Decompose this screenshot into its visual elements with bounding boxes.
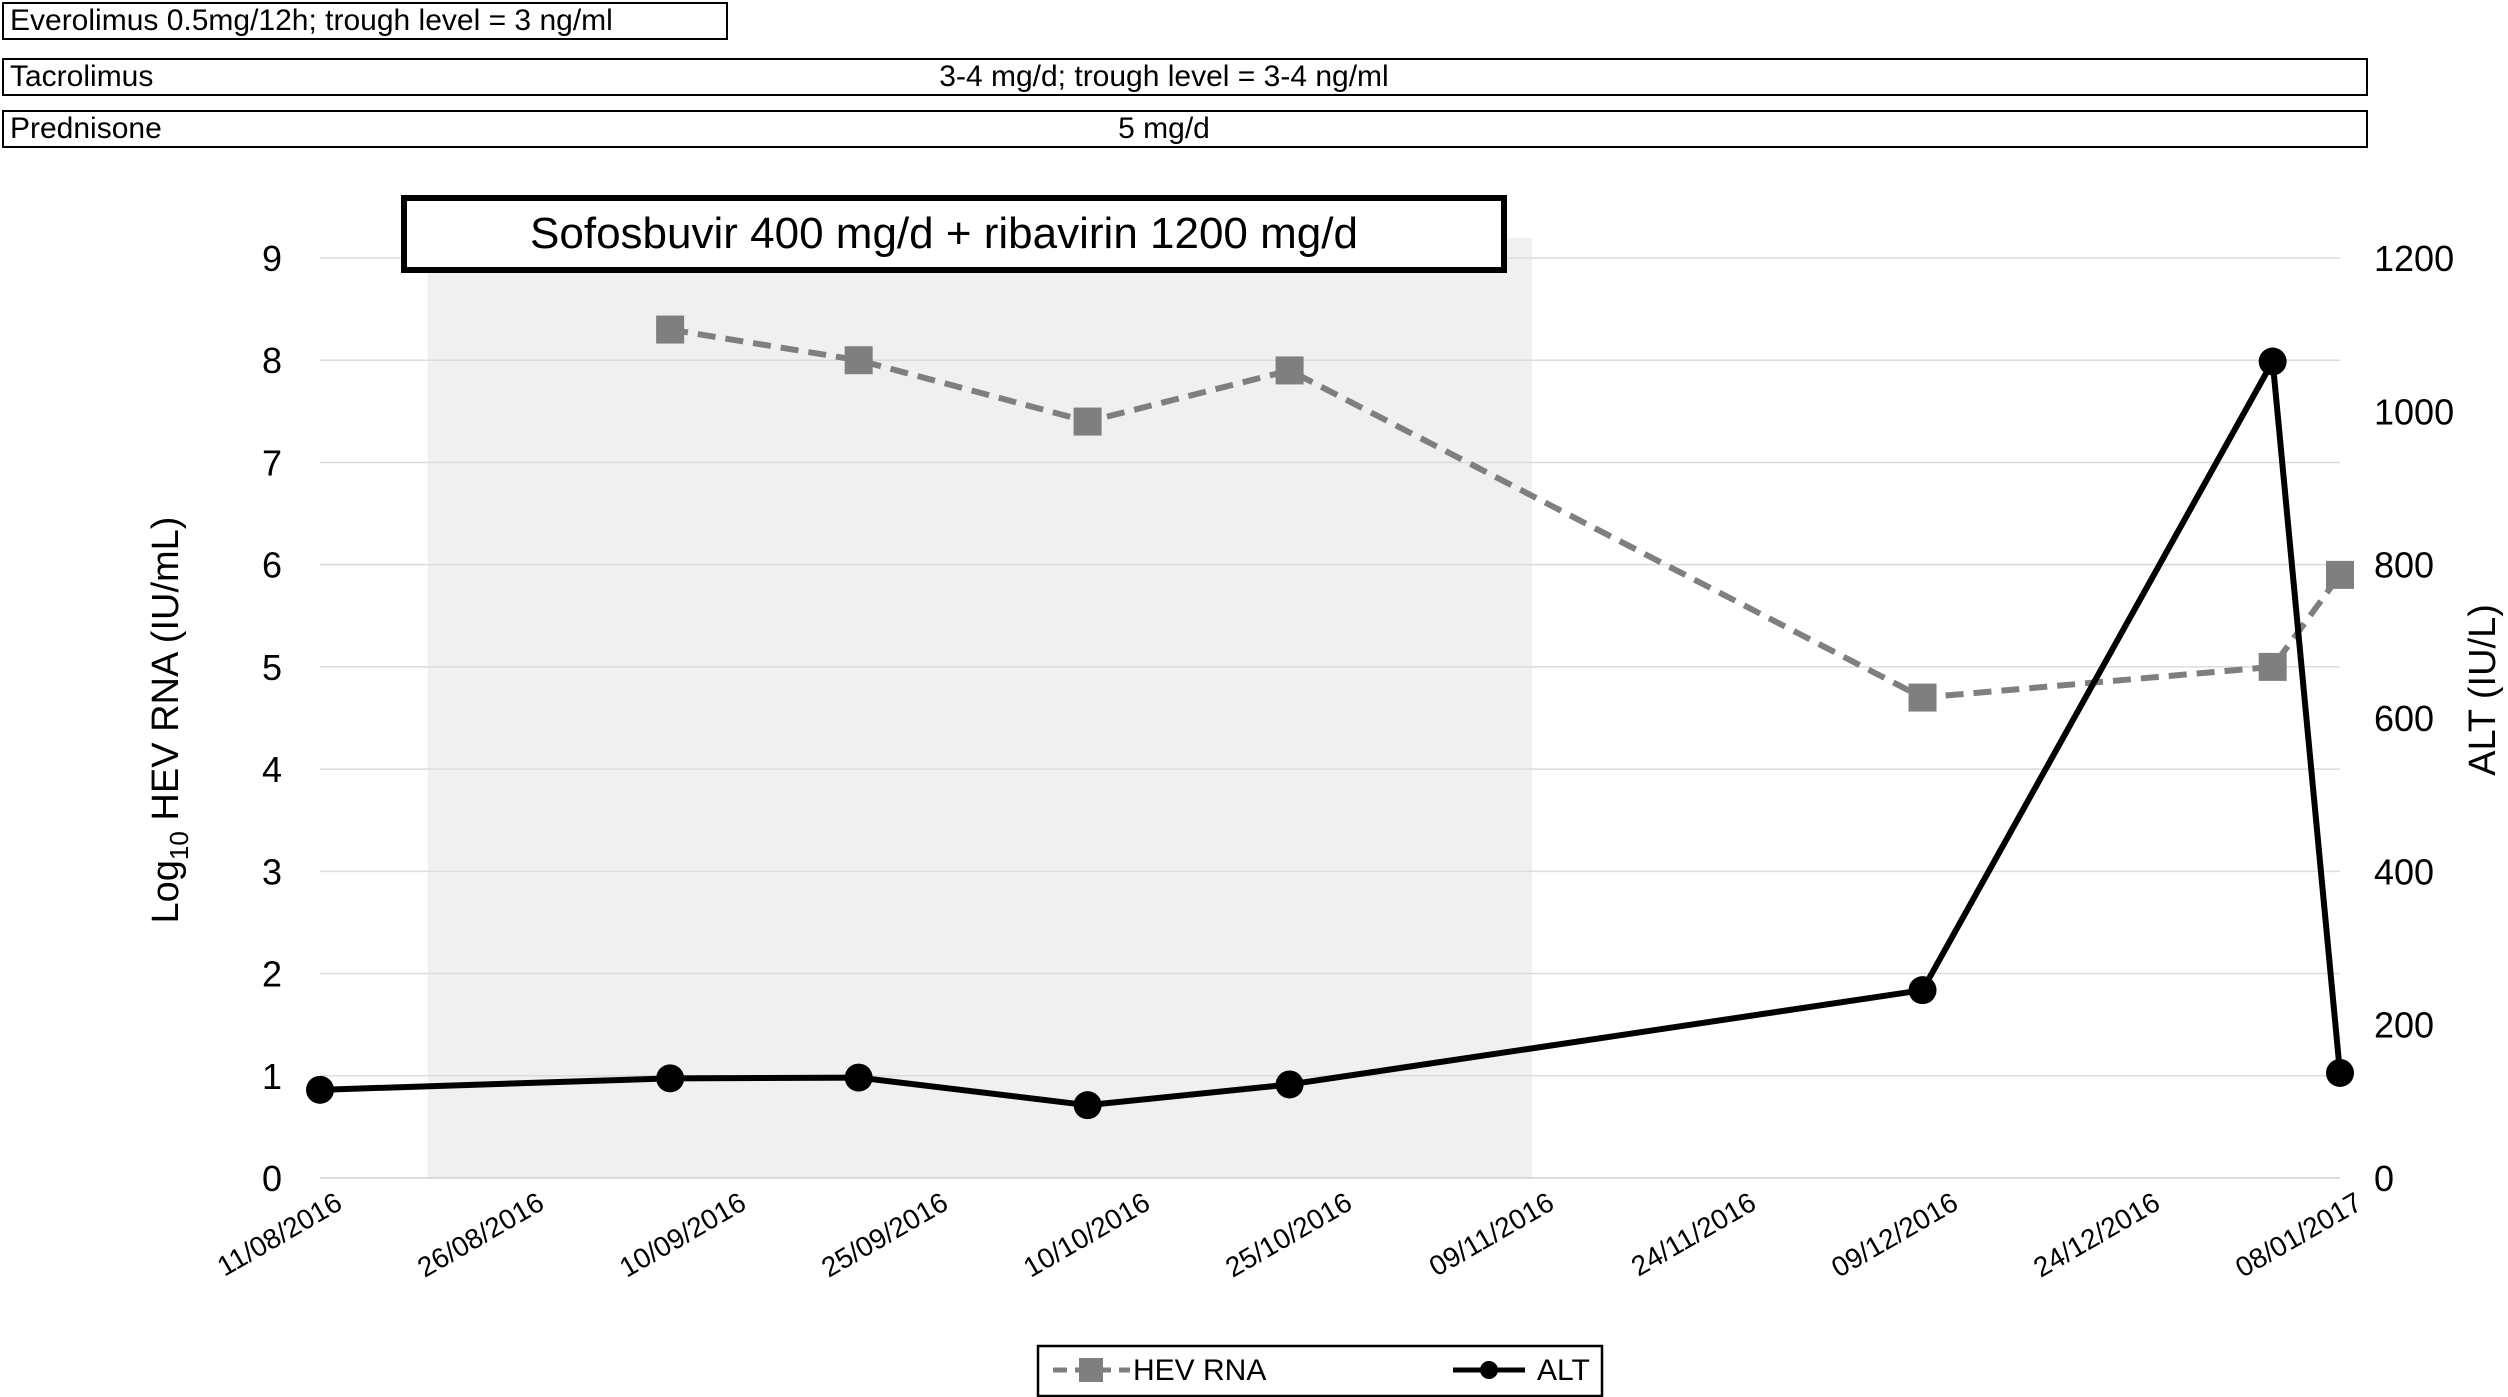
right-axis-ticks: 0 200 400 600 800 1000 1200 [2374,238,2454,1199]
y-left-tick-label: 7 [262,442,282,483]
x-tick-label: 10/10/2016 [1018,1186,1155,1283]
legend-alt-marker [1480,1361,1498,1379]
y-right-tick-label: 800 [2374,545,2434,586]
x-tick-label: 09/12/2016 [1826,1186,1963,1283]
x-tick-label: 25/10/2016 [1220,1186,1357,1283]
alt-point [1275,1070,1304,1099]
hev-rna-point [2326,560,2354,589]
x-tick-label: 24/11/2016 [1626,1186,1761,1282]
series-lines [319,326,2343,1109]
y-right-tick-label: 200 [2374,1005,2434,1046]
y-left-tick-label: 3 [262,851,282,892]
drug-name-everolimus: Everolimus 0.5mg/12h; trough level = 3 n… [10,4,613,37]
alt-point [1073,1091,1102,1120]
alt-point [2258,347,2287,376]
alt-point [2326,1058,2354,1087]
alt-line [319,358,2343,1109]
treatment-annotation-box [401,195,1507,273]
hev-rna-point [844,346,873,375]
left-axis-ticks: 0 1 2 3 4 5 6 7 8 9 [262,238,282,1199]
y-left-tick-label: 9 [262,238,282,279]
y-left-axis-title: Log10 HEV RNA (IU/mL) [145,517,194,924]
y-right-tick-label: 400 [2374,851,2434,892]
drug-dose-tacrolimus: 3-4 mg/d; trough level = 3-4 ng/ml [939,60,1389,93]
legend-hev-marker [1079,1358,1103,1382]
x-tick-label: 08/01/2017 [2230,1186,2367,1283]
y-right-tick-label: 600 [2374,698,2434,739]
drug-bar-tacrolimus: Tacrolimus 3-4 mg/d; trough level = 3-4 … [2,58,2368,96]
y-left-tick-label: 2 [262,954,282,995]
y-left-tick-label: 0 [262,1158,282,1199]
treatment-period-shading [427,238,1532,1178]
y-left-title-sub: 10 [164,831,194,860]
hev-rna-point [656,315,685,344]
treatment-annotation: Sofosbuvir 400 mg/d + ribavirin 1200 mg/… [530,209,1358,258]
drug-name-prednisone: Prednisone [10,112,162,145]
y-left-tick-label: 6 [262,545,282,586]
drug-bar-everolimus: Everolimus 0.5mg/12h; trough level = 3 n… [2,2,728,40]
hev-rna-point [1275,356,1304,385]
y-left-tick-label: 5 [262,647,282,688]
drug-bar-prednisone: Prednisone 5 mg/d [2,110,2368,148]
x-tick-label: 25/09/2016 [816,1186,953,1283]
x-tick-label: 24/12/2016 [2028,1186,2165,1283]
y-left-title-prefix: Log [145,860,187,923]
x-tick-label: 10/09/2016 [614,1186,751,1283]
drug-name-tacrolimus: Tacrolimus [10,60,154,93]
y-right-tick-label: 0 [2374,1158,2394,1199]
x-tick-label: 26/08/2016 [412,1186,549,1283]
x-axis-ticks: 11/08/2016 26/08/2016 10/09/2016 25/09/2016… [212,1186,2367,1283]
hev-rna-point [1908,683,1937,712]
y-right-axis-title: ALT (IU/L) [2462,604,2504,776]
hev-rna-point [2258,652,2287,681]
y-left-title-suffix: HEV RNA (IU/mL) [145,517,187,832]
drug-dose-prednisone: 5 mg/d [1118,112,1210,145]
y-right-tick-label: 1200 [2374,238,2454,279]
y-right-tick-label: 1000 [2374,391,2454,432]
alt-point [1908,976,1937,1005]
legend: HEV RNA ALT [1036,1344,1604,1397]
y-left-tick-label: 4 [262,749,282,790]
alt-point [656,1064,685,1093]
x-tick-label: 11/08/2016 [212,1186,347,1282]
alt-point [306,1075,334,1104]
hev-rna-point [1073,407,1102,436]
y-left-tick-label: 8 [262,340,282,381]
alt-point [844,1063,873,1092]
y-left-tick-label: 1 [262,1056,282,1097]
legend-alt-label: ALT [1537,1354,1590,1387]
x-tick-label: 09/11/2016 [1424,1186,1559,1282]
legend-hev-label: HEV RNA [1133,1354,1266,1387]
series-markers [306,315,2354,1120]
